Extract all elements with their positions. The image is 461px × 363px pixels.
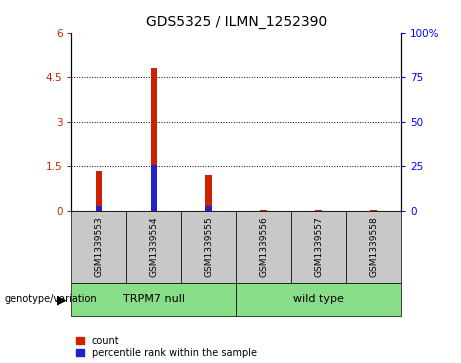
Text: TRPM7 null: TRPM7 null [123, 294, 185, 305]
Bar [151, 68, 157, 211]
Text: GSM1339558: GSM1339558 [369, 216, 378, 277]
Bar [71, 283, 236, 316]
Text: GSM1339555: GSM1339555 [204, 216, 213, 277]
Text: GSM1339556: GSM1339556 [259, 216, 268, 277]
Text: ▶: ▶ [57, 293, 67, 306]
Bar [291, 211, 346, 283]
Bar [236, 211, 291, 283]
Bar [206, 206, 212, 211]
Text: wild type: wild type [293, 294, 344, 305]
Bar [95, 206, 102, 211]
Bar [95, 171, 102, 211]
Title: GDS5325 / ILMN_1252390: GDS5325 / ILMN_1252390 [146, 15, 327, 29]
Bar [370, 210, 377, 211]
Text: GSM1339557: GSM1339557 [314, 216, 323, 277]
Text: genotype/variation: genotype/variation [5, 294, 97, 305]
Legend: count, percentile rank within the sample: count, percentile rank within the sample [77, 336, 257, 358]
Bar [206, 175, 212, 211]
Bar [126, 211, 181, 283]
Bar [315, 210, 322, 211]
Bar [260, 210, 267, 211]
Bar [71, 211, 126, 283]
Text: GSM1339553: GSM1339553 [95, 216, 103, 277]
Text: GSM1339554: GSM1339554 [149, 216, 159, 277]
Bar [346, 211, 401, 283]
Bar [151, 164, 157, 211]
Bar [236, 283, 401, 316]
Bar [181, 211, 236, 283]
